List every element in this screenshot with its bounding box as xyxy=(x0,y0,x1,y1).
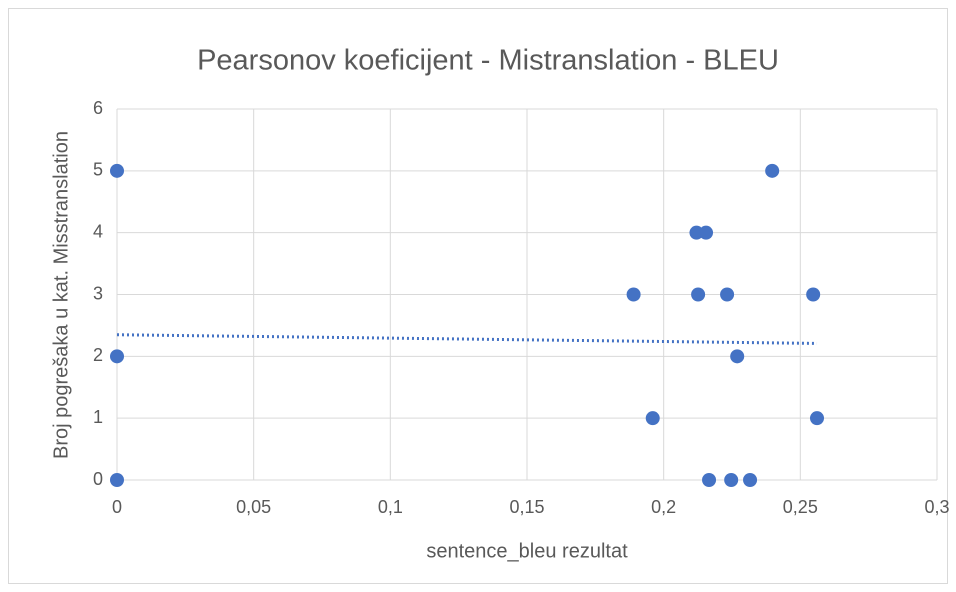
scatter-point xyxy=(691,287,706,302)
x-axis-label: sentence_bleu rezultat xyxy=(426,540,628,562)
scatter-point xyxy=(699,225,714,240)
y-tick-label: 3 xyxy=(93,283,103,303)
scatter-point xyxy=(720,287,735,302)
y-tick-label: 2 xyxy=(93,345,103,365)
scatter-point xyxy=(724,473,739,487)
x-tick-label: 0,15 xyxy=(509,497,544,517)
scatter-point xyxy=(730,349,745,364)
x-tick-label: 0,2 xyxy=(651,497,676,517)
scatter-point xyxy=(743,473,758,487)
y-axis-label: Broj pogrešaka u kat. Misstranslation xyxy=(50,131,72,459)
scatter-point xyxy=(626,287,641,302)
chart-border xyxy=(8,8,948,584)
scatter-point xyxy=(702,473,717,487)
y-tick-label: 1 xyxy=(93,407,103,427)
x-tick-label: 0 xyxy=(112,497,122,517)
y-tick-label: 4 xyxy=(93,221,103,241)
scatter-point xyxy=(765,163,780,178)
x-tick-label: 0,1 xyxy=(378,497,403,517)
x-tick-label: 0,25 xyxy=(783,497,818,517)
scatter-point xyxy=(110,163,124,178)
scatter-point xyxy=(689,225,704,240)
scatter-point xyxy=(110,473,124,487)
chart-title: Pearsonov koeficijent - Mistranslation -… xyxy=(197,45,779,77)
y-tick-label: 0 xyxy=(93,469,103,489)
scatter-point xyxy=(645,411,660,426)
y-tick-label: 5 xyxy=(93,160,103,180)
scatter-point xyxy=(810,411,825,426)
trendline xyxy=(116,333,818,345)
scatter-point xyxy=(806,287,821,302)
x-tick-label: 0,3 xyxy=(924,497,949,517)
x-tick-label: 0,05 xyxy=(236,497,271,517)
y-tick-label: 6 xyxy=(93,98,103,118)
scatter-point xyxy=(110,349,124,364)
